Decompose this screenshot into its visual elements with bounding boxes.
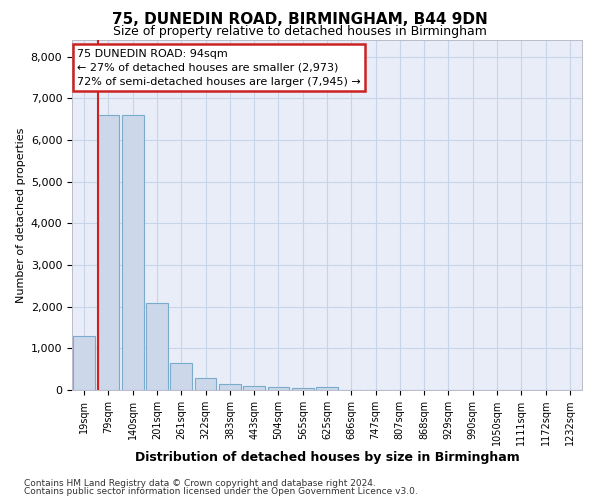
Bar	[194, 378, 217, 390]
Bar	[316, 386, 338, 390]
Bar	[146, 304, 168, 390]
Bar	[219, 384, 241, 390]
Bar	[73, 336, 95, 390]
Bar	[170, 363, 192, 390]
Y-axis label: Number of detached properties: Number of detached properties	[16, 128, 26, 302]
Text: 75 DUNEDIN ROAD: 94sqm
← 27% of detached houses are smaller (2,973)
72% of semi-: 75 DUNEDIN ROAD: 94sqm ← 27% of detached…	[77, 49, 361, 87]
Bar	[97, 115, 119, 390]
Text: 75, DUNEDIN ROAD, BIRMINGHAM, B44 9DN: 75, DUNEDIN ROAD, BIRMINGHAM, B44 9DN	[112, 12, 488, 28]
Bar	[243, 386, 265, 390]
Bar	[268, 386, 289, 390]
X-axis label: Distribution of detached houses by size in Birmingham: Distribution of detached houses by size …	[134, 451, 520, 464]
Text: Contains HM Land Registry data © Crown copyright and database right 2024.: Contains HM Land Registry data © Crown c…	[24, 478, 376, 488]
Text: Size of property relative to detached houses in Birmingham: Size of property relative to detached ho…	[113, 25, 487, 38]
Bar	[292, 388, 314, 390]
Text: Contains public sector information licensed under the Open Government Licence v3: Contains public sector information licen…	[24, 487, 418, 496]
Bar	[122, 115, 143, 390]
